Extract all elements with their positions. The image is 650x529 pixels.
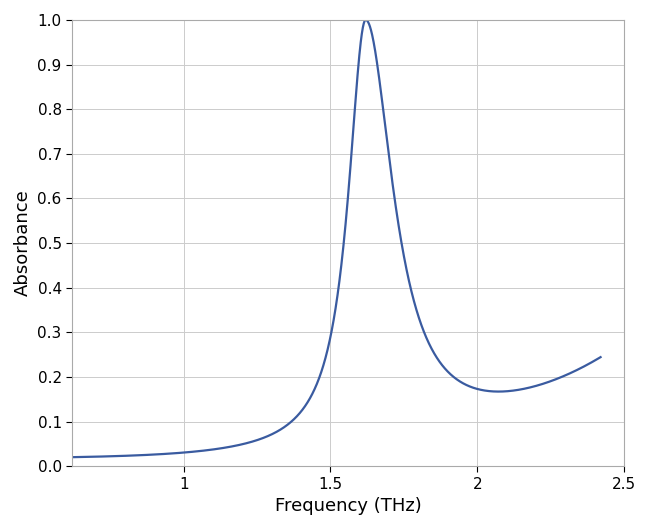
- X-axis label: Frequency (THz): Frequency (THz): [275, 497, 421, 515]
- Y-axis label: Absorbance: Absorbance: [14, 189, 32, 296]
